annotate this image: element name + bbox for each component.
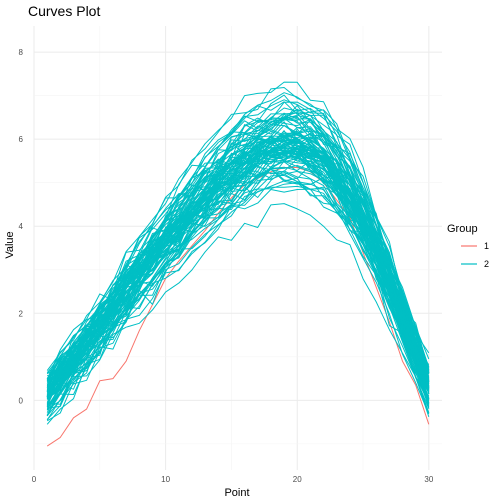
x-axis-title: Point: [224, 487, 249, 499]
curve-line: [46, 128, 430, 400]
curve-line: [46, 177, 430, 422]
curve-line: [46, 146, 430, 398]
curve-line: [46, 81, 430, 380]
curve-line: [46, 156, 430, 404]
curve-line: [46, 121, 430, 382]
x-tick-label: 30: [424, 475, 433, 484]
curve-line: [46, 151, 430, 391]
x-axis-ticks: 0 10 20 30: [32, 475, 434, 484]
legend-label: 2: [484, 259, 489, 269]
curve-line: [46, 87, 430, 384]
curve-line: [46, 147, 430, 399]
curve-line: [46, 136, 430, 398]
curve-line: [47, 203, 430, 418]
curve-line: [46, 144, 430, 398]
y-tick-label: 8: [19, 48, 24, 57]
curve-line: [46, 188, 430, 425]
y-axis-title: Value: [4, 231, 16, 258]
curve-line: [46, 108, 430, 382]
legend-label: 1: [484, 241, 489, 251]
curve-line: [46, 118, 430, 380]
y-tick-label: 4: [19, 222, 24, 231]
curve-line: [46, 154, 430, 417]
curve-line: [46, 99, 430, 389]
x-tick-label: 0: [32, 475, 37, 484]
plot-grid: [33, 26, 442, 470]
y-tick-label: 6: [19, 135, 24, 144]
y-tick-label: 2: [19, 309, 24, 318]
plot-curves: [46, 81, 430, 447]
y-tick-label: 0: [19, 396, 24, 405]
legend: Group 1 2: [447, 223, 489, 269]
legend-title: Group: [447, 223, 478, 235]
curve-line: [46, 150, 430, 408]
curve-line: [46, 148, 430, 409]
chart-title: Curves Plot: [28, 3, 100, 19]
curve-line: [46, 170, 430, 416]
x-tick-label: 20: [293, 475, 302, 484]
x-tick-label: 10: [161, 475, 170, 484]
curve-line: [46, 94, 430, 400]
y-axis-ticks: 0 2 4 6 8: [19, 48, 24, 405]
